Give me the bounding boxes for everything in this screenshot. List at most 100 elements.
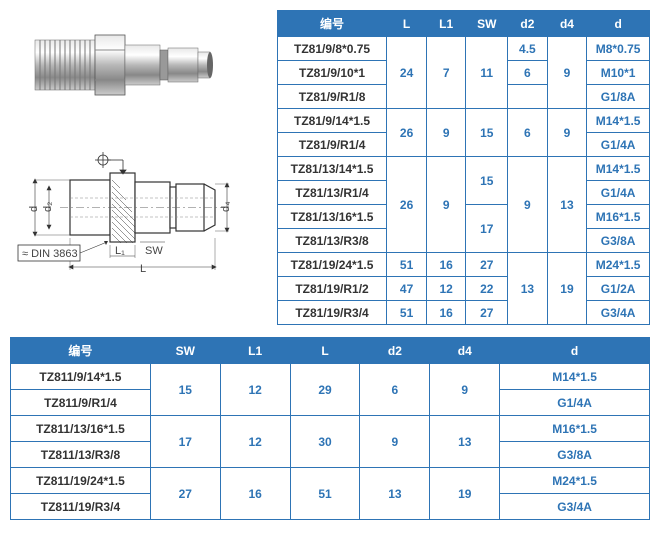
t1-cell: 4.5	[508, 37, 548, 61]
t1-cell: 6	[508, 109, 548, 157]
t2-header: L1	[220, 338, 290, 364]
t2-cell: M16*1.5	[500, 416, 650, 442]
t1-cell: 9	[426, 109, 466, 157]
t2-cell: 16	[220, 468, 290, 520]
t2-part-label: TZ811/19/R3/4	[11, 494, 151, 520]
t1-header: SW	[466, 11, 508, 37]
t1-cell: 51	[387, 253, 427, 277]
t1-cell: 6	[508, 61, 548, 85]
t1-cell: M14*1.5	[587, 157, 650, 181]
t1-header: 编号	[277, 11, 387, 37]
svg-text:d₂: d₂	[42, 202, 54, 212]
t2-part-label: TZ811/13/R3/8	[11, 442, 151, 468]
t1-cell	[508, 85, 548, 109]
svg-text:d₄: d₄	[220, 201, 232, 212]
t1-cell: G3/4A	[587, 301, 650, 325]
t1-cell: 22	[466, 277, 508, 301]
t2-cell: M14*1.5	[500, 364, 650, 390]
t1-part-label: TZ81/13/14*1.5	[277, 157, 387, 181]
t1-cell: 24	[387, 37, 427, 109]
t1-cell: 16	[426, 301, 466, 325]
t1-cell: M8*0.75	[587, 37, 650, 61]
t1-cell: 47	[387, 277, 427, 301]
t1-cell: 9	[547, 37, 587, 109]
t1-cell: 15	[466, 157, 508, 205]
t1-part-label: TZ81/9/14*1.5	[277, 109, 387, 133]
svg-text:d: d	[28, 206, 40, 212]
t1-header: d	[587, 11, 650, 37]
t1-cell: 26	[387, 109, 427, 157]
t2-cell: 6	[360, 364, 430, 416]
t2-cell: 17	[150, 416, 220, 468]
t2-cell: 51	[290, 468, 360, 520]
t1-cell: 9	[508, 157, 548, 253]
spec-table-2: 编号SWL1Ld2d4dTZ811/9/14*1.515122969M14*1.…	[10, 337, 650, 520]
t1-cell: G1/4A	[587, 181, 650, 205]
t2-cell: M24*1.5	[500, 468, 650, 494]
t1-cell: 17	[466, 205, 508, 253]
t1-part-label: TZ81/9/R1/4	[277, 133, 387, 157]
t2-part-label: TZ811/9/14*1.5	[11, 364, 151, 390]
t2-cell: 19	[430, 468, 500, 520]
t2-cell: 29	[290, 364, 360, 416]
t2-part-label: TZ811/9/R1/4	[11, 390, 151, 416]
t2-header: d2	[360, 338, 430, 364]
t2-cell: 13	[360, 468, 430, 520]
t1-part-label: TZ81/13/R1/4	[277, 181, 387, 205]
t1-cell: G1/2A	[587, 277, 650, 301]
t1-cell: G3/8A	[587, 229, 650, 253]
t2-cell: 9	[360, 416, 430, 468]
svg-text:L: L	[140, 263, 146, 275]
t1-cell: M24*1.5	[587, 253, 650, 277]
t2-cell: G1/4A	[500, 390, 650, 416]
fitting-3d-render	[30, 20, 215, 110]
technical-drawing: d d₂ L₁ SW L d₄	[15, 130, 250, 290]
t2-header: d4	[430, 338, 500, 364]
t1-part-label: TZ81/9/8*0.75	[277, 37, 387, 61]
t1-cell: 7	[426, 37, 466, 109]
t1-cell: G1/8A	[587, 85, 650, 109]
t1-cell: 13	[547, 157, 587, 253]
t1-part-label: TZ81/9/10*1	[277, 61, 387, 85]
din-label: ≈ DIN 3863	[22, 248, 78, 260]
t1-cell: M14*1.5	[587, 109, 650, 133]
t2-cell: 15	[150, 364, 220, 416]
t2-cell: 12	[220, 416, 290, 468]
t1-cell: 11	[466, 37, 508, 109]
t2-cell: 30	[290, 416, 360, 468]
spec-table-1: 编号LL1SWd2d4dTZ81/9/8*0.75247114.59M8*0.7…	[277, 10, 650, 325]
t2-cell: 13	[430, 416, 500, 468]
svg-text:SW: SW	[145, 245, 163, 257]
t2-part-label: TZ811/19/24*1.5	[11, 468, 151, 494]
t1-cell: G1/4A	[587, 133, 650, 157]
t1-header: d4	[547, 11, 587, 37]
t1-cell: 26	[387, 157, 427, 253]
t1-part-label: TZ81/19/R3/4	[277, 301, 387, 325]
t2-header: SW	[150, 338, 220, 364]
t1-cell: 27	[466, 253, 508, 277]
t1-header: L	[387, 11, 427, 37]
t1-part-label: TZ81/13/R3/8	[277, 229, 387, 253]
t1-header: d2	[508, 11, 548, 37]
t1-cell: M16*1.5	[587, 205, 650, 229]
t1-cell: 9	[547, 109, 587, 157]
t1-cell: 51	[387, 301, 427, 325]
t2-cell: G3/4A	[500, 494, 650, 520]
t1-cell: 27	[466, 301, 508, 325]
t2-header: L	[290, 338, 360, 364]
t1-cell: M10*1	[587, 61, 650, 85]
t2-header: 编号	[11, 338, 151, 364]
t1-part-label: TZ81/13/16*1.5	[277, 205, 387, 229]
t1-cell: 16	[426, 253, 466, 277]
t1-cell: 13	[508, 253, 548, 325]
t2-cell: 9	[430, 364, 500, 416]
t1-header: L1	[426, 11, 466, 37]
t1-cell: 19	[547, 253, 587, 325]
t1-cell: 15	[466, 109, 508, 157]
t2-cell: G3/8A	[500, 442, 650, 468]
svg-text:L₁: L₁	[115, 245, 125, 257]
t1-cell: 12	[426, 277, 466, 301]
t1-part-label: TZ81/19/R1/2	[277, 277, 387, 301]
t2-cell: 12	[220, 364, 290, 416]
t2-header: d	[500, 338, 650, 364]
